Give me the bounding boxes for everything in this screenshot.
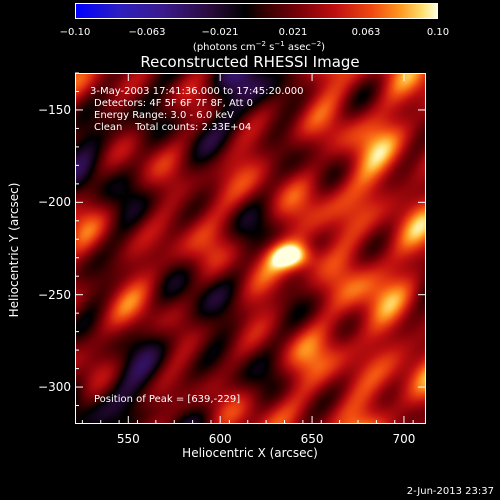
- peak-position-annotation: Position of Peak = [639,-229]: [94, 394, 241, 405]
- colorbar-tick-label: 0.10: [426, 27, 450, 38]
- energy-range-annotation: Energy Range: 3.0 - 6.0 keV: [94, 110, 234, 121]
- colorbar-unit-label: (photons cm−2 s−1 asec−2): [192, 40, 326, 53]
- x-tick-label: 550: [116, 432, 140, 446]
- y-tick-label: −300: [38, 380, 71, 395]
- timestamp: 2-Jun-2013 23:37: [406, 486, 494, 497]
- colorbar-tick-label: −0.10: [59, 27, 91, 38]
- colorbar-gradient: [76, 4, 437, 18]
- y-axis-label: Heliocentric Y (arcsec): [7, 182, 21, 318]
- y-tick-label: −200: [38, 195, 71, 210]
- clean-annotation: Clean Total counts: 2.33E+04: [94, 122, 252, 133]
- y-tick-label: −150: [38, 102, 71, 117]
- x-tick-label: 650: [300, 432, 324, 446]
- colorbar-tick-label: −0.063: [128, 27, 166, 38]
- y-axis-label-wrap: Heliocentric Y (arcsec): [6, 180, 22, 320]
- colorbar-tick-label: −0.021: [201, 27, 239, 38]
- colorbar-tick-label: 0.021: [278, 27, 308, 38]
- chart-title: Reconstructed RHESSI Image: [140, 53, 360, 71]
- y-tick-label: −250: [38, 287, 71, 302]
- time-range-annotation: 3-May-2003 17:41:36.000 to 17:45:20.000: [90, 86, 304, 97]
- heatmap-image: 3-May-2003 17:41:36.000 to 17:45:20.000 …: [75, 73, 426, 424]
- x-tick-label: 600: [208, 432, 232, 446]
- x-axis-label: Heliocentric X (arcsec): [182, 446, 318, 460]
- colorbar: [75, 3, 438, 19]
- heatmap-canvas: [76, 74, 425, 423]
- x-tick-label: 700: [392, 432, 416, 446]
- colorbar-tick-label: 0.063: [351, 27, 381, 38]
- detectors-annotation: Detectors: 4F 5F 6F 7F 8F, Att 0: [94, 98, 254, 109]
